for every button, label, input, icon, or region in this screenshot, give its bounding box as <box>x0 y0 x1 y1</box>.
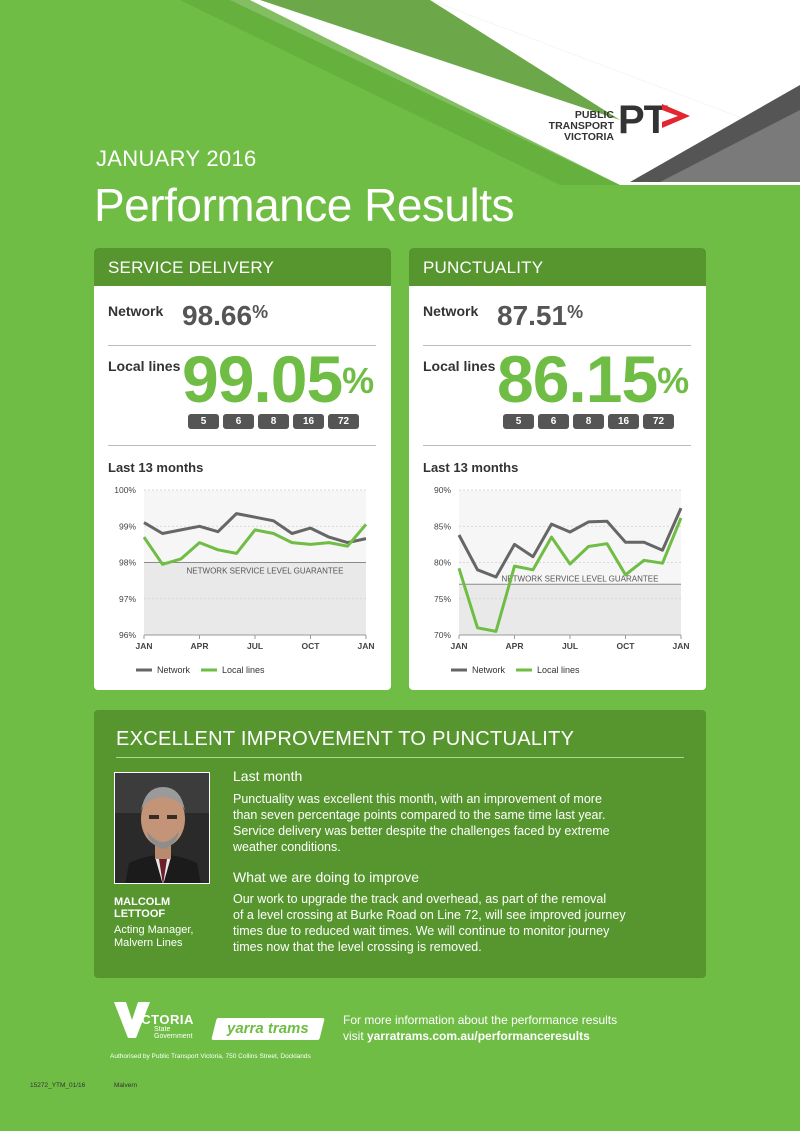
x-tick-label: APR <box>506 641 524 651</box>
route-badge: 72 <box>643 414 674 429</box>
state-government: State Government <box>154 1026 193 1040</box>
legend-label-local: Local lines <box>222 665 265 675</box>
service-delivery-card: SERVICE DELIVERY Network 98.66% Local li… <box>94 248 391 690</box>
y-tick-label: 75% <box>434 594 451 604</box>
route-badge: 16 <box>293 414 324 429</box>
route-badge: 16 <box>608 414 639 429</box>
guarantee-label: NETWORK SERVICE LEVEL GUARANTEE <box>187 567 344 576</box>
y-tick-label: 97% <box>119 594 136 604</box>
logo-word: PUBLIC <box>574 109 614 121</box>
victoria-map-icon <box>114 1002 150 1038</box>
series-line-local-lines <box>457 517 683 633</box>
x-tick-label: OCT <box>302 641 321 651</box>
document-code: 15272_YTM_01/16 <box>30 1082 86 1089</box>
card-heading: SERVICE DELIVERY <box>94 248 391 286</box>
legend-label-network: Network <box>157 665 191 675</box>
legend-label-network: Network <box>472 665 506 675</box>
manager-portrait <box>114 772 210 884</box>
x-tick-label: APR <box>191 641 209 651</box>
y-tick-label: 99% <box>119 521 136 531</box>
punctuality-card: PUNCTUALITY Network 87.51% Local lines 8… <box>409 248 706 690</box>
depot-name: Malvern <box>114 1082 138 1089</box>
network-value: 98.66% <box>182 300 269 331</box>
chart-title: Last 13 months <box>423 460 519 475</box>
route-badges: 5 6 8 16 72 <box>188 414 359 429</box>
network-label: Network <box>108 303 164 319</box>
route-badge: 8 <box>258 414 289 429</box>
divider <box>116 757 684 758</box>
page-title: Performance Results <box>94 179 515 231</box>
x-tick-label: JUL <box>562 641 578 651</box>
chart-title: Last 13 months <box>108 460 204 475</box>
logo-word: TRANSPORT <box>548 120 614 132</box>
x-tick-label: JAN <box>135 641 152 651</box>
x-tick-label: JAN <box>357 641 374 651</box>
report-month: JANUARY 2016 <box>96 146 257 171</box>
local-lines-label: Local lines <box>423 358 496 374</box>
series-line-local-lines <box>142 523 368 566</box>
route-badge: 8 <box>573 414 604 429</box>
last-month-heading: Last month <box>233 768 303 784</box>
route-badge: 5 <box>503 414 534 429</box>
manager-role: Acting Manager, Malvern Lines <box>114 924 194 949</box>
card-heading: PUNCTUALITY <box>409 248 706 286</box>
divider <box>108 345 376 346</box>
guarantee-label: NETWORK SERVICE LEVEL GUARANTEE <box>502 574 659 583</box>
route-badge: 6 <box>223 414 254 429</box>
x-tick-label: JAN <box>672 641 689 651</box>
y-tick-label: 70% <box>434 630 451 640</box>
logo-word: VICTORIA <box>564 131 614 143</box>
service-delivery-chart: 100% 99% 98% 97% 96% NETWORK SERVICE LEVEL GU… <box>114 485 374 675</box>
punctuality-chart: 90% 85% 80% 75% 70% NETWORK SERVICE LEVEL GUA… <box>434 485 690 675</box>
yarra-trams-logo: yarra trams <box>211 1018 325 1040</box>
network-value: 87.51% <box>497 300 584 331</box>
authorisation-note: Authorised by Public Transport Victoria,… <box>110 1053 311 1060</box>
y-tick-label: 98% <box>119 558 136 568</box>
logo-letters: PT <box>618 98 668 142</box>
more-info: For more information about the performan… <box>343 1013 618 1043</box>
route-badge: 72 <box>328 414 359 429</box>
x-tick-label: JAN <box>450 641 467 651</box>
victoria-state-logo: VICTORIA State Government <box>112 998 202 1046</box>
divider <box>108 445 376 446</box>
last-month-text: Punctuality was excellent this month, wi… <box>233 792 610 854</box>
y-tick-label: 100% <box>114 485 136 495</box>
improvement-text: Our work to upgrade the track and overhe… <box>233 892 626 954</box>
improvement-panel: EXCELLENT IMPROVEMENT TO PUNCTUALITY MAL… <box>94 710 706 978</box>
local-lines-value: 99.05% <box>182 342 374 416</box>
y-tick-label: 96% <box>119 630 136 640</box>
y-tick-label: 85% <box>434 521 451 531</box>
divider <box>423 445 691 446</box>
y-tick-label: 80% <box>434 558 451 568</box>
ptv-logo: PUBLIC TRANSPORT VICTORIA PT <box>548 98 698 148</box>
route-badges: 5 6 8 16 72 <box>503 414 674 429</box>
website-link[interactable]: yarratrams.com.au/performanceresults <box>367 1029 590 1043</box>
route-badge: 6 <box>538 414 569 429</box>
series-line-network <box>457 507 683 579</box>
improvement-heading: What we are doing to improve <box>233 869 419 885</box>
x-tick-label: JUL <box>247 641 263 651</box>
panel-title: EXCELLENT IMPROVEMENT TO PUNCTUALITY <box>116 728 575 750</box>
manager-name: MALCOLM LETTOOF <box>114 896 171 920</box>
series-line-network <box>143 512 367 545</box>
local-lines-value: 86.15% <box>497 342 689 416</box>
y-tick-label: 90% <box>434 485 451 495</box>
local-lines-label: Local lines <box>108 358 181 374</box>
divider <box>423 345 691 346</box>
route-badge: 5 <box>188 414 219 429</box>
logo-arrow-icon <box>662 104 690 128</box>
legend-label-local: Local lines <box>537 665 580 675</box>
x-tick-label: OCT <box>617 641 636 651</box>
guarantee-zone <box>459 584 681 635</box>
victoria-word: VICTORIA <box>128 1012 194 1027</box>
network-label: Network <box>423 303 479 319</box>
